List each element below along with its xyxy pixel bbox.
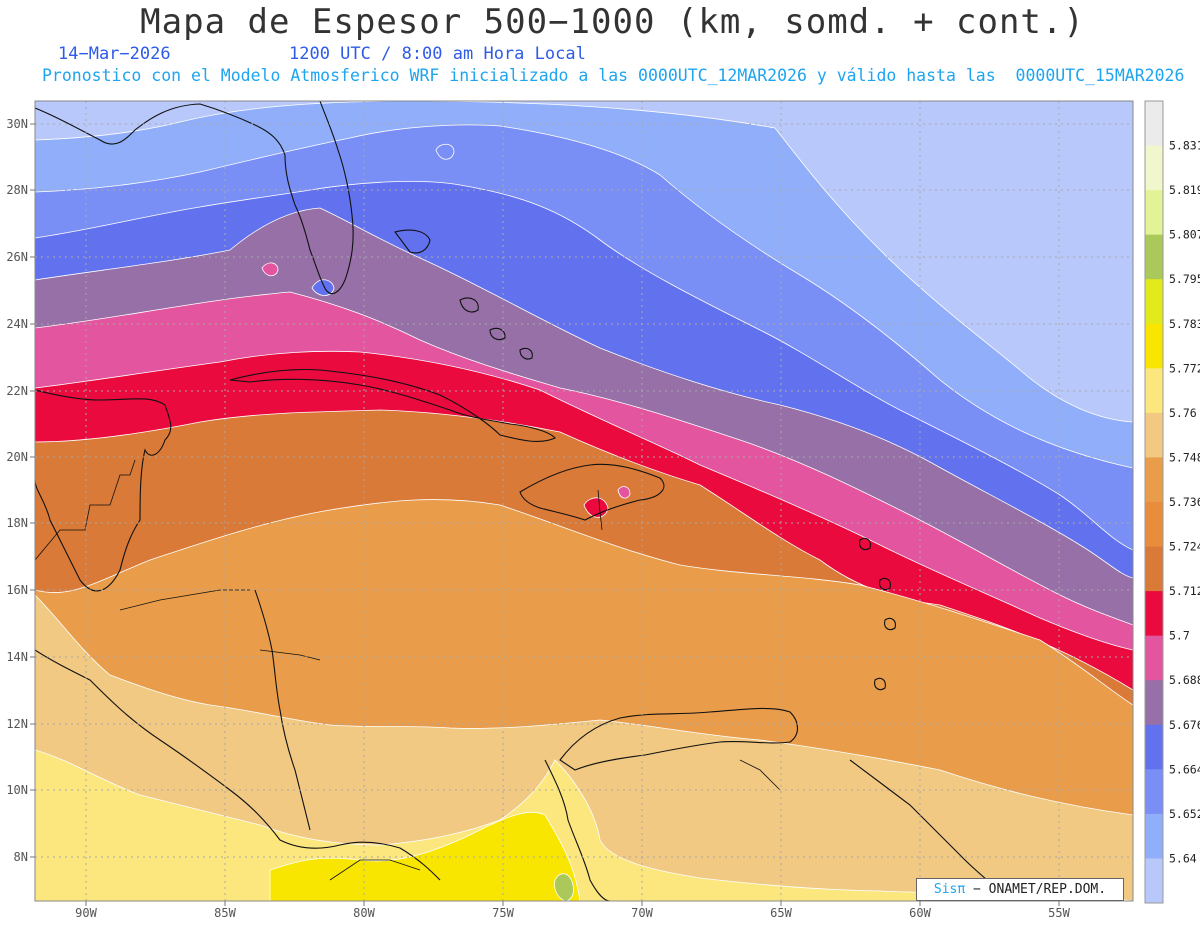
lon-label: 55W — [1048, 906, 1070, 920]
colorbar-swatch — [1145, 769, 1163, 815]
lat-label: 16N — [6, 583, 28, 597]
lat-label: 24N — [6, 317, 28, 331]
band-island-blue-fl — [311, 279, 335, 296]
colorbar-label: 5.664 — [1169, 762, 1200, 776]
colorbar-label: 5.831 — [1169, 139, 1200, 153]
lon-label: 70W — [631, 906, 653, 920]
band-small-green — [554, 873, 574, 901]
colorbar-swatch — [1145, 279, 1163, 325]
lat-label: 18N — [6, 516, 28, 530]
colorbar-label: 5.748 — [1169, 450, 1200, 464]
lat-label: 28N — [6, 183, 28, 197]
colorbar-label: 5.712 — [1169, 584, 1200, 598]
lat-label: 22N — [6, 384, 28, 398]
time-label: 1200 UTC / 8:00 am Hora Local — [289, 44, 586, 64]
lon-label: 85W — [214, 906, 236, 920]
brand-logo: Sisπ — [933, 882, 966, 897]
colorbar-label: 5.652 — [1169, 807, 1200, 821]
lat-label: 20N — [6, 450, 28, 464]
map-title: Mapa de Espesor 500−1000 (km, somd. + co… — [140, 2, 1085, 42]
axis-ticks — [30, 123, 1060, 906]
forecast-info: Pronostico con el Modelo Atmosferico WRF… — [42, 66, 1185, 85]
colorbar-swatch — [1145, 813, 1163, 859]
colorbar-label: 5.76 — [1169, 406, 1197, 420]
colorbar-label: 5.688 — [1169, 673, 1200, 687]
band-island-pink-fl — [261, 262, 279, 277]
colorbar-swatch — [1145, 858, 1163, 904]
lat-label: 12N — [6, 717, 28, 731]
lon-labels: 90W 85W 80W 75W 70W 65W 60W 55W — [75, 906, 1070, 920]
colorbar-swatch — [1145, 591, 1163, 637]
colorbar-swatch — [1145, 323, 1163, 369]
lat-label: 10N — [6, 783, 28, 797]
coastlines — [35, 101, 1011, 901]
colorbar-label: 5.795 — [1169, 272, 1200, 286]
colorbar-label: 5.772 — [1169, 361, 1200, 375]
date-label: 14−Mar−2026 — [58, 44, 171, 64]
lat-label: 14N — [6, 650, 28, 664]
colorbar-label: 5.7 — [1169, 629, 1190, 643]
band-9 — [35, 594, 1133, 901]
lon-label: 65W — [770, 906, 792, 920]
colorbar-frame — [1144, 100, 1164, 904]
credit-org: − ONAMET/REP.DOM. — [965, 882, 1107, 897]
colorbar: 5.831 5.819 5.807 5.795 5.783 5.772 5.76 5.748 5… — [1144, 100, 1200, 904]
colorbar-label: 5.64 — [1169, 851, 1197, 865]
colorbar-label: 5.819 — [1169, 183, 1200, 197]
lon-label: 60W — [909, 906, 931, 920]
lat-label: 30N — [6, 117, 28, 131]
colorbar-label: 5.807 — [1169, 228, 1200, 242]
band-island-blue-atl — [435, 143, 455, 160]
map-frame — [34, 100, 1134, 902]
colorbar-label: 5.676 — [1169, 718, 1200, 732]
band-island-pink-hispaniola — [617, 486, 631, 499]
colorbar-swatch — [1145, 412, 1163, 458]
colorbar-label: 5.783 — [1169, 317, 1200, 331]
colorbar-swatch — [1145, 101, 1163, 147]
colorbar-swatch — [1145, 145, 1163, 191]
colorbar-swatch — [1145, 457, 1163, 503]
lat-labels: 30N 28N 26N 24N 22N 20N 18N 16N 14N 12N 10N 8N — [6, 117, 28, 864]
colorbar-swatch — [1145, 546, 1163, 592]
colorbar-swatch — [1145, 502, 1163, 548]
colorbar-swatch — [1145, 190, 1163, 236]
colorbar-swatch — [1145, 724, 1163, 770]
state-borders — [35, 459, 781, 881]
colorbar-swatch — [1145, 680, 1163, 726]
grid-lines — [35, 101, 1133, 901]
lon-label: 90W — [75, 906, 97, 920]
lon-label: 75W — [492, 906, 514, 920]
credit-box: Sisπ − ONAMET/REP.DOM. — [916, 878, 1124, 901]
colorbar-label: 5.724 — [1169, 540, 1200, 554]
colorbar-swatch — [1145, 368, 1163, 414]
lat-label: 8N — [14, 850, 28, 864]
lat-label: 26N — [6, 250, 28, 264]
colorbar-swatch — [1145, 234, 1163, 280]
colorbar-swatch — [1145, 635, 1163, 681]
colorbar-label: 5.736 — [1169, 495, 1200, 509]
lon-label: 80W — [353, 906, 375, 920]
map-area — [35, 101, 1133, 901]
